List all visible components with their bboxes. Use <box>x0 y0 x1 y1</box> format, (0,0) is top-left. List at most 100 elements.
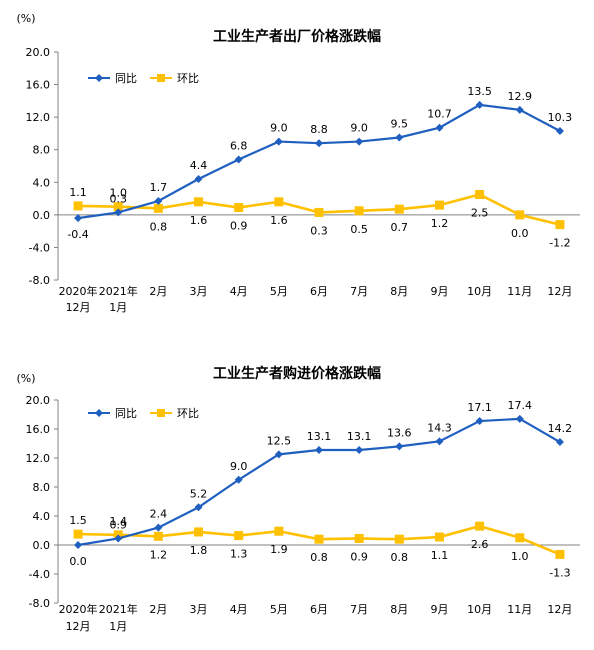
yoy-data-label: 13.6 <box>387 426 412 439</box>
x-tick-label: 2021年 <box>99 284 138 298</box>
yoy-data-label: 10.7 <box>427 108 452 121</box>
x-tick-label: 12月 <box>66 620 91 633</box>
mom-point <box>354 206 364 216</box>
yoy-data-label: 8.8 <box>310 123 328 136</box>
yoy-data-label: 0.0 <box>69 555 87 568</box>
x-tick-label: 4月 <box>230 603 248 616</box>
mom-data-label: 1.0 <box>511 550 529 563</box>
y-axis-unit: (%) <box>16 12 35 25</box>
mom-point <box>153 531 163 541</box>
mom-point <box>555 549 565 559</box>
yoy-point <box>435 123 444 132</box>
yoy-point <box>475 100 484 109</box>
y-tick-label: 16.0 <box>26 79 51 92</box>
mom-point <box>434 532 444 542</box>
mom-point <box>153 203 163 213</box>
x-tick-label: 1月 <box>109 301 127 314</box>
ppi-output-chart-svg: 工业生产者出厂价格涨跌幅 (%) 20.0 16.0 12.0 8.0 4.0 0.0 -4.0… <box>16 12 580 314</box>
x-tick-label: 2021年 <box>99 602 138 616</box>
mom-data-label: 0.5 <box>350 223 368 236</box>
y-tick-label: 4.0 <box>33 510 51 523</box>
mom-point <box>394 204 404 214</box>
yoy-data-label: 5.2 <box>190 487 208 500</box>
mom-point <box>73 201 83 211</box>
legend-mom-label: 环比 <box>177 72 199 85</box>
x-tick-label: 2020年 <box>59 602 98 616</box>
series-line-yoy <box>77 103 561 220</box>
y-tick-label: 8.0 <box>33 481 51 494</box>
mom-data-label: 1.6 <box>190 214 208 227</box>
yoy-point <box>475 417 484 426</box>
yoy-data-label: 6.8 <box>230 139 248 152</box>
x-tick-label: 9月 <box>430 285 448 298</box>
x-tick-label: 12月 <box>547 603 572 616</box>
y-tick-label: 16.0 <box>26 423 51 436</box>
ppi-output-chart: 工业生产者出厂价格涨跌幅 (%) 20.0 16.0 12.0 8.0 4.0 0.0 -4.0… <box>16 12 580 314</box>
mom-point <box>475 190 485 199</box>
yoy-data-label: 0.3 <box>109 192 127 205</box>
mom-point <box>555 220 565 230</box>
yoy-data-label: 1.7 <box>150 181 168 194</box>
mom-point <box>515 210 525 220</box>
yoy-data-label: 14.2 <box>548 422 573 435</box>
yoy-data-label: -0.4 <box>67 228 88 241</box>
mom-point <box>113 202 123 212</box>
yoy-point <box>194 503 203 512</box>
yoy-data-label: 13.5 <box>467 85 492 98</box>
x-tick-label: 1月 <box>109 620 127 633</box>
yoy-data-label: 9.0 <box>350 122 368 135</box>
yoy-point <box>74 214 83 223</box>
x-tick-label: 7月 <box>350 603 368 616</box>
y-tick-label: 12.0 <box>26 111 51 124</box>
mom-point <box>394 534 404 544</box>
mom-point <box>434 200 444 210</box>
yoy-data-label: 13.1 <box>307 430 332 443</box>
legend-mom-marker <box>157 74 165 82</box>
mom-data-label: 0.9 <box>350 550 368 563</box>
legend-mom-label: 环比 <box>177 407 199 420</box>
mom-data-label: 0.8 <box>310 551 328 564</box>
mom-data-label: 1.1 <box>69 186 87 199</box>
mom-data-label: 1.4 <box>109 515 127 528</box>
x-tick-label: 2月 <box>149 603 167 616</box>
legend-yoy-label: 同比 <box>115 72 137 85</box>
yoy-data-label: 12.5 <box>267 434 292 447</box>
chart-title: 工业生产者出厂价格涨跌幅 <box>213 28 381 45</box>
legend-yoy-label: 同比 <box>115 407 137 420</box>
mom-data-label: 0.7 <box>391 221 409 234</box>
yoy-data-label: 10.3 <box>548 111 573 124</box>
mom-data-label: 0.0 <box>511 227 529 240</box>
yoy-point <box>234 475 243 484</box>
yoy-data-label: 17.1 <box>467 401 492 414</box>
yoy-data-label: 13.1 <box>347 430 372 443</box>
yoy-point <box>194 175 203 184</box>
yoy-data-label: 2.4 <box>150 508 168 521</box>
mom-data-label: 1.8 <box>190 544 208 557</box>
ppi-purchase-chart: 工业生产者购进价格涨跌幅 (%) 20.0 16.0 12.0 8.0 4.0 0.0 -4.0… <box>0 360 594 650</box>
yoy-point <box>315 139 323 148</box>
yoy-point <box>395 442 404 451</box>
x-tick-label: 5月 <box>270 285 288 298</box>
mom-data-label: 0.9 <box>230 220 248 233</box>
legend-yoy-marker <box>95 74 103 82</box>
mom-point <box>234 531 244 541</box>
y-tick-label: 0.0 <box>33 209 51 222</box>
y-tick-label: 20.0 <box>26 46 51 59</box>
yoy-point <box>515 414 524 423</box>
yoy-point <box>114 534 123 543</box>
x-tick-label: 2月 <box>149 285 167 298</box>
yoy-data-label: 12.9 <box>508 90 533 103</box>
x-tick-label: 9月 <box>430 603 448 616</box>
mom-point <box>234 203 244 213</box>
yoy-point <box>355 137 364 146</box>
y-tick-label: -8.0 <box>29 274 50 287</box>
mom-data-label: 1.0 <box>109 187 127 200</box>
mom-point <box>314 207 324 217</box>
yoy-point <box>234 155 243 164</box>
x-tick-label: 5月 <box>270 603 288 616</box>
mom-data-label: 0.8 <box>150 220 168 233</box>
mom-data-label: 1.2 <box>150 548 168 561</box>
ppi-purchase-chart-svg: 工业生产者购进价格涨跌幅 (%) 20.0 16.0 12.0 8.0 4.0 0.0 -4.0… <box>16 365 580 633</box>
x-tick-label: 7月 <box>350 285 368 298</box>
y-tick-label: -4.0 <box>29 568 50 581</box>
